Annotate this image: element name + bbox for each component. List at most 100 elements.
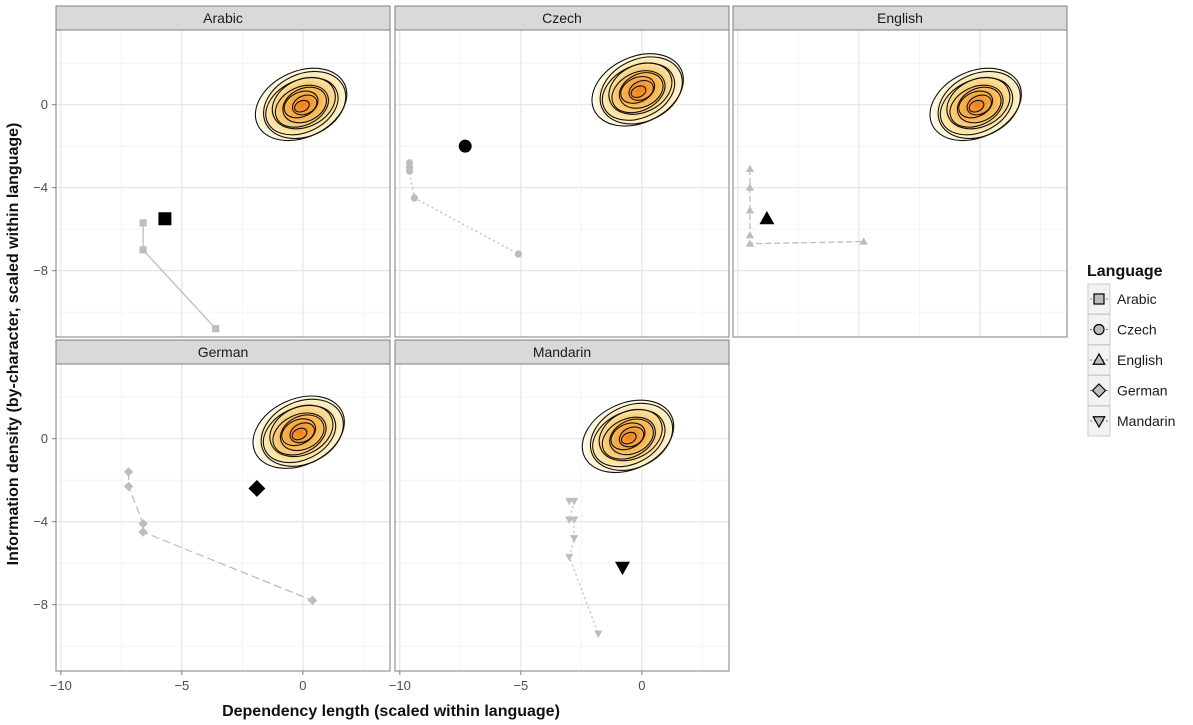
density-contours [929, 67, 1024, 142]
density-contour [966, 94, 992, 116]
y-tick-label: 0 [41, 431, 48, 446]
baseline-point [745, 239, 755, 247]
density-contour [294, 99, 310, 113]
density-contours [254, 67, 349, 142]
baseline-point [859, 237, 868, 245]
density-contour [610, 422, 646, 451]
x-axis-title: Dependency length (scaled within languag… [222, 703, 560, 720]
baseline-point [745, 164, 755, 173]
density-contour [589, 402, 674, 471]
observed-point [458, 139, 472, 153]
density-contour [281, 418, 317, 447]
panel-english: English [732, 5, 1068, 338]
legend-label: English [1117, 352, 1163, 368]
panel-border [394, 29, 730, 338]
panel-mandarin: Mandarin [394, 339, 730, 672]
x-tick-label: 0 [299, 678, 306, 693]
panel-border [394, 363, 730, 672]
baseline-point [139, 246, 147, 254]
density-contour [601, 416, 656, 460]
density-contours [591, 53, 686, 128]
panel-border [732, 29, 1068, 338]
legend-item-mandarin: Mandarin [1087, 405, 1175, 437]
y-tick-label: −8 [33, 597, 48, 612]
panel-arabic: Arabic [55, 5, 391, 338]
baseline-point [569, 516, 579, 524]
facet-label: English [877, 10, 923, 26]
facet-panels: Arabic Czech English German Mandarin [55, 5, 1068, 672]
legend-symbol [1093, 293, 1105, 305]
baseline-point [745, 183, 755, 191]
density-contour [620, 75, 656, 104]
density-contour [956, 86, 1002, 124]
plot-background [733, 30, 1067, 337]
density-contour [630, 85, 647, 99]
x-tick-label: 0 [638, 678, 645, 693]
density-contour [620, 431, 637, 445]
y-axis-title: Information density (by-character, scale… [5, 123, 22, 566]
baseline-point [307, 595, 318, 606]
baseline-point [569, 497, 579, 506]
observed-point [615, 561, 630, 576]
plot-background [395, 364, 729, 671]
density-contours [581, 399, 676, 474]
legend-symbol [1093, 323, 1105, 336]
legend-item-english: English [1087, 344, 1163, 376]
baseline-point [569, 535, 579, 543]
facet-strip [732, 5, 1068, 31]
y-tick-label: −8 [33, 263, 48, 278]
legend-item-german: German [1087, 375, 1168, 406]
baseline-point [405, 167, 414, 175]
legend-label: Mandarin [1117, 413, 1175, 429]
baseline-point [514, 250, 523, 258]
observed-point [248, 480, 266, 497]
density-contour [618, 426, 645, 448]
baseline-point [138, 519, 148, 529]
baseline-line [749, 169, 864, 245]
density-contour [279, 414, 325, 452]
facet-label: Czech [542, 10, 582, 26]
density-contour [282, 86, 328, 124]
baseline-point [594, 630, 603, 638]
legend: Language Arabic Czech English German Mandari… [1087, 263, 1175, 437]
baseline-point [212, 325, 220, 333]
axes: Dependency length (scaled within languag… [5, 97, 645, 720]
x-tick-label: −10 [389, 678, 411, 693]
facet-strip [55, 5, 391, 31]
x-tick-label: −5 [174, 678, 189, 693]
density-contour [608, 62, 673, 115]
density-contour [291, 94, 318, 116]
baseline-point [410, 194, 418, 202]
panel-czech: Czech [394, 5, 730, 338]
y-tick-label: 0 [41, 97, 48, 112]
density-contour [949, 84, 1004, 128]
baseline-point [138, 527, 148, 537]
panel-border [55, 29, 391, 338]
legend-symbol [1092, 416, 1106, 429]
facet-label: Arabic [203, 10, 243, 26]
facet-label: Mandarin [533, 344, 591, 360]
legend-label: Czech [1117, 322, 1157, 338]
density-contour [937, 70, 1021, 139]
baseline-point [565, 553, 574, 562]
baseline-point [139, 219, 147, 227]
density-contour [269, 404, 334, 458]
baseline-point [745, 231, 755, 239]
density-contour [283, 90, 319, 119]
legend-symbol [1092, 352, 1106, 365]
legend-title: Language [1087, 263, 1163, 280]
x-tick-label: −10 [50, 678, 72, 693]
legend-label: Arabic [1117, 291, 1157, 307]
legend-item-czech: Czech [1087, 314, 1157, 345]
density-contour [599, 56, 683, 125]
baseline-line [408, 162, 519, 255]
density-contour [609, 418, 654, 456]
y-tick-label: −4 [33, 180, 48, 195]
density-contour [611, 70, 666, 114]
density-contour [272, 412, 327, 456]
baseline-point [123, 481, 134, 492]
density-contour [263, 70, 347, 139]
baseline-point [123, 467, 134, 477]
observed-point [759, 210, 775, 225]
